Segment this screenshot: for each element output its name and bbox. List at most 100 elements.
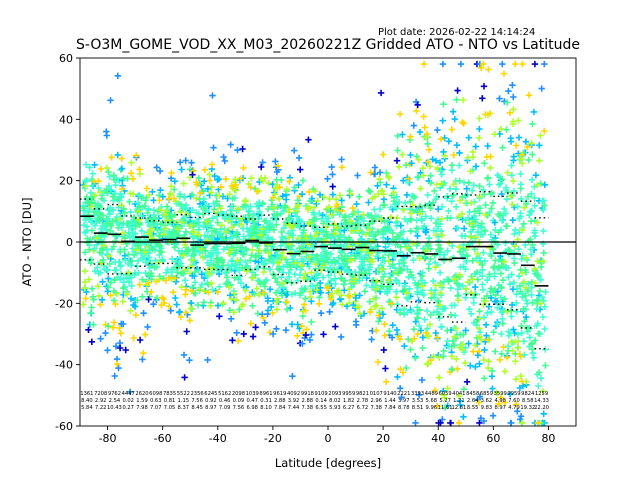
- scatter-points-group: [410, 98, 426, 427]
- y-axis-label: ATO - NTO [DU]: [20, 197, 34, 286]
- bin-stat-count: 1361: [80, 391, 93, 397]
- scatter-points-group: [104, 166, 124, 330]
- bin-stat-mean: 1.15: [178, 398, 190, 404]
- bin-stat-count: 9824: [521, 391, 535, 397]
- scatter-points-group: [259, 159, 271, 326]
- scatter-points-group: [495, 70, 511, 407]
- bin-stat-std: 8.55: [467, 405, 479, 411]
- bin-stat-std: 7.09: [219, 405, 231, 411]
- bin-stat-mean: 0.92: [205, 398, 217, 404]
- bin-stat-count: 0107: [370, 391, 383, 397]
- bin-stat-std: 8.97: [205, 405, 217, 411]
- bin-stat-std: 7.38: [370, 405, 382, 411]
- bin-stat-count: 2093: [328, 391, 341, 397]
- scatter-points-group: [491, 125, 511, 396]
- scatter-points-group: [118, 320, 134, 395]
- scatter-points-group: [538, 60, 548, 92]
- scatter-points-group: [435, 419, 454, 427]
- bin-stat-mean: 2.78: [357, 398, 369, 404]
- scatter-points-group: [116, 344, 124, 352]
- scatter-points-group: [397, 385, 405, 401]
- y-tick-label: 40: [59, 113, 73, 126]
- scatter-points-group: [338, 164, 356, 300]
- scatter-points-group: [506, 134, 524, 398]
- scatter-points-group: [118, 155, 137, 342]
- scatter-points-group: [187, 195, 207, 312]
- scatter-points-group: [104, 72, 124, 380]
- scatter-points-group: [326, 156, 345, 341]
- scatter-points-group: [201, 161, 216, 296]
- scatter-points-group: [228, 164, 247, 345]
- scatter-points-group: [463, 60, 481, 385]
- bin-stat-std: 6.27: [343, 405, 355, 411]
- scatter-points-group: [476, 83, 488, 427]
- scatter-points-group: [204, 92, 217, 364]
- scatter-points-group: [381, 300, 395, 385]
- bin-stat-count: 4489: [425, 391, 438, 397]
- scatter-points-group: [325, 201, 341, 303]
- scatter-points-group: [367, 151, 387, 366]
- bin-stat-mean: 0.14: [315, 398, 327, 404]
- scatter-points-group: [105, 202, 125, 297]
- bin-stat-std: 8.45: [191, 405, 203, 411]
- scatter-points-group: [470, 348, 483, 406]
- bin-stat-std: 7.56: [233, 405, 245, 411]
- scatter-points-group: [366, 175, 386, 313]
- bin-stat-count: 9959: [507, 391, 520, 397]
- bin-stat-mean: 4.98: [494, 398, 506, 404]
- scatter-points-group: [411, 60, 428, 342]
- bin-stat-std: 8.37: [178, 405, 190, 411]
- scatter-points-group: [260, 194, 277, 336]
- bin-stat-std: 7.44: [288, 405, 300, 411]
- bin-stat-count: 2098: [232, 391, 245, 397]
- scatter-points-group: [189, 171, 196, 178]
- scatter-points-group: [91, 165, 109, 328]
- bin-stat-mean: 0.31: [260, 398, 272, 404]
- y-axis-ticks: -60 -40 -20 0 20 40 60: [55, 52, 80, 433]
- scatter-points-group: [377, 89, 385, 97]
- bin-stat-std: 9.83: [481, 405, 493, 411]
- bin-stat-count: 2356: [191, 391, 204, 397]
- scatter-points-group: [201, 171, 221, 310]
- bin-stat-std: 8.97: [494, 405, 506, 411]
- bin-stat-mean: 2.92: [95, 398, 107, 404]
- scatter-points-group: [132, 152, 152, 357]
- bin-stat-mean: 3.92: [288, 398, 300, 404]
- scatter-points-group: [462, 115, 483, 349]
- bin-stat-mean: 0.02: [122, 398, 134, 404]
- scatter-points-group: [283, 178, 303, 339]
- y-tick-label: -40: [55, 359, 73, 372]
- bin-stat-std: 7.84: [274, 405, 286, 411]
- bin-stat-count: 3599: [494, 391, 507, 397]
- scatter-points-group: [434, 126, 441, 134]
- scatter-points-group: [160, 169, 179, 310]
- scatter-points-group: [517, 176, 539, 361]
- bin-stat-count: 9918: [301, 391, 314, 397]
- scatter-points-group: [188, 167, 204, 295]
- scatter-points-group: [255, 174, 272, 299]
- bin-stat-std: 8.78: [398, 405, 410, 411]
- scatter-points-group: [283, 186, 302, 267]
- bin-stat-std: 6.72: [357, 405, 369, 411]
- scatter-points-group: [320, 331, 327, 338]
- bin-stat-count: 6098: [149, 391, 162, 397]
- chart-title: S-O3M_GOME_VOD_XX_M03_20260221Z Gridded …: [76, 37, 580, 53]
- scatter-points-group: [436, 117, 455, 409]
- bin-stat-std: 10.43: [107, 405, 122, 411]
- x-tick-label: 60: [486, 432, 500, 445]
- bin-stat-mean: 5.68: [426, 398, 438, 404]
- scatter-points-group: [534, 127, 548, 427]
- bin-stat-mean: 2.64: [467, 398, 479, 404]
- bin-stat-std: 7.07: [150, 405, 162, 411]
- x-tick-label: 20: [376, 432, 390, 445]
- x-tick-label: 40: [431, 432, 445, 445]
- bin-stat-count: 1039: [246, 391, 259, 397]
- x-tick-label: 80: [541, 432, 555, 445]
- bin-stat-std: 5.84: [81, 405, 93, 411]
- y-tick-label: 0: [66, 236, 73, 249]
- bin-stat-mean: 3.62: [481, 398, 493, 404]
- bin-stat-count: 8458: [466, 391, 479, 397]
- scatter-points-group: [421, 124, 441, 410]
- scatter-points-group: [414, 101, 421, 109]
